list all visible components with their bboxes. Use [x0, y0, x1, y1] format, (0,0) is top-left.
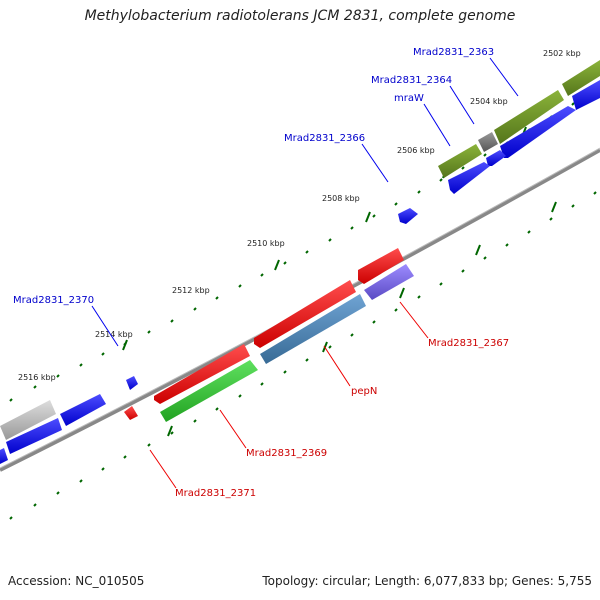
topology-text: Topology: circular; Length: 6,077,833 bp… [262, 574, 592, 588]
gene-mrad2831-2365[interactable] [448, 162, 490, 194]
tick-label-2506: 2506 kbp [397, 146, 435, 155]
leader-mrad2831-2369 [219, 409, 247, 449]
label-mrad2831-2369[interactable]: Mrad2831_2369 [246, 448, 327, 459]
tick-label-2508: 2508 kbp [322, 194, 360, 203]
tick-label-2502: 2502 kbp [543, 49, 581, 58]
leader-mraw [423, 103, 451, 147]
gene-mrad2831-2370[interactable] [126, 376, 138, 390]
inner-tick-ring [9, 191, 597, 520]
gene-fwd-left-a[interactable] [60, 394, 106, 426]
gene-slate[interactable] [364, 264, 414, 300]
reverse-genes [124, 248, 414, 422]
feature-olive-1[interactable] [562, 60, 600, 96]
label-mrad2831-2367[interactable]: Mrad2831_2367 [428, 338, 509, 349]
tick-label-2516: 2516 kbp [18, 373, 56, 382]
label-pepn[interactable]: pepN [351, 386, 377, 397]
feature-grey[interactable] [0, 400, 56, 440]
gene-fwd-left-b[interactable] [6, 418, 62, 454]
gene-red-2[interactable] [154, 344, 250, 404]
gene-mrad2831-2363[interactable] [572, 80, 600, 110]
gene-mrad2831-2369[interactable] [160, 360, 258, 422]
label-mrad2831-2371[interactable]: Mrad2831_2371 [175, 488, 256, 499]
leader-mrad2831-2363 [489, 57, 519, 97]
feature-track [0, 60, 600, 440]
gene-mrad2831-2367[interactable] [254, 280, 356, 348]
label-mrad2831-2366[interactable]: Mrad2831_2366 [284, 133, 365, 144]
gene-pepn[interactable] [260, 294, 366, 364]
feature-olive-2[interactable] [494, 90, 564, 144]
map-title: Methylobacterium radiotolerans JCM 2831,… [84, 8, 516, 24]
leader-mrad2831-2367 [399, 301, 429, 339]
tick-label-2514: 2514 kbp [95, 330, 133, 339]
accession-text: Accession: NC_010505 [8, 574, 145, 588]
tick-label-2510: 2510 kbp [247, 239, 285, 248]
leader-mrad2831-2366 [361, 143, 389, 183]
forward-genes [0, 80, 600, 464]
label-leaders [91, 57, 519, 489]
label-mraw[interactable]: mraW [394, 93, 424, 104]
label-mrad2831-2364[interactable]: Mrad2831_2364 [371, 75, 452, 86]
label-mrad2831-2370[interactable]: Mrad2831_2370 [13, 295, 94, 306]
genome-backbone-highlight [0, 147, 600, 469]
label-mrad2831-2363[interactable]: Mrad2831_2363 [413, 47, 494, 58]
gene-mrad2831-2366[interactable] [398, 208, 418, 224]
feature-dark-grey[interactable] [478, 132, 498, 152]
leader-mrad2831-2371 [149, 449, 177, 489]
gene-red-1[interactable] [358, 248, 404, 284]
tick-label-2512: 2512 kbp [172, 286, 210, 295]
leader-mrad2831-2370 [91, 305, 119, 347]
gene-mrad2831-2371[interactable] [124, 406, 138, 420]
feature-olive-3[interactable] [438, 144, 482, 178]
gene-fwd-left-c[interactable] [0, 448, 8, 464]
leader-pepn [323, 345, 351, 387]
gene-mraw[interactable] [486, 150, 506, 166]
leader-mrad2831-2364 [449, 85, 475, 125]
gene-mrad2831-2364[interactable] [500, 106, 576, 158]
tick-label-2504: 2504 kbp [470, 97, 508, 106]
outer-tick-ring [9, 89, 597, 402]
